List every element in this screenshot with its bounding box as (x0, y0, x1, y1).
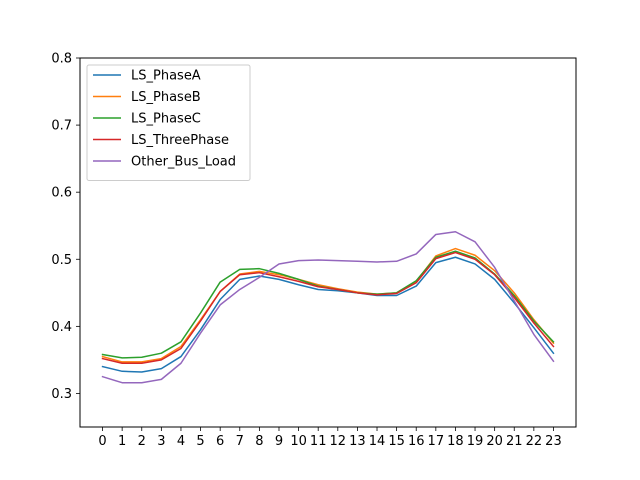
y-tick-label: 0.8 (51, 52, 72, 67)
x-tick-label: 22 (526, 434, 543, 449)
x-tick-label: 12 (330, 434, 347, 449)
y-axis: 0.3 0.4 0.5 0.6 0.7 0.8 (51, 52, 80, 402)
x-tick-label: 3 (157, 434, 165, 449)
legend-item: LS_ThreePhase (93, 133, 229, 148)
x-tick-label: 11 (310, 434, 327, 449)
x-tick-label: 4 (177, 434, 185, 449)
legend-label: LS_ThreePhase (131, 133, 229, 148)
plot-frame (79, 57, 577, 428)
x-tick-label: 10 (290, 434, 307, 449)
series-line-ls-threephase (101, 251, 555, 365)
x-tick-label: 16 (408, 434, 425, 449)
x-tick-label: 18 (447, 434, 464, 449)
legend-item: LS_PhaseC (93, 112, 201, 127)
legend-item: LS_PhaseB (93, 90, 201, 105)
x-tick-label: 19 (467, 434, 484, 449)
legend: LS_PhaseA LS_PhaseB LS_PhaseC LS_ThreePhase… (86, 64, 251, 181)
x-tick-label: 21 (506, 434, 523, 449)
series-layer (101, 231, 555, 384)
x-tick-label: 5 (196, 434, 204, 449)
legend-label: LS_PhaseB (131, 90, 201, 105)
x-tick-label: 0 (98, 434, 106, 449)
x-tick-label: 8 (255, 434, 263, 449)
y-tick-label: 0.7 (51, 119, 72, 134)
x-tick-label: 20 (486, 434, 503, 449)
x-tick-label: 7 (236, 434, 244, 449)
y-tick-label: 0.4 (51, 320, 72, 335)
x-tick-label: 23 (545, 434, 562, 449)
legend-box (86, 64, 251, 181)
x-tick-label: 9 (275, 434, 283, 449)
series-line-other-bus-load (101, 231, 555, 384)
x-tick-label: 13 (349, 434, 366, 449)
series-line-ls-phasea (101, 256, 555, 373)
legend-label: LS_PhaseC (131, 112, 201, 127)
x-tick-label: 14 (369, 434, 386, 449)
x-tick-label: 2 (138, 434, 146, 449)
legend-label: Other_Bus_Load (131, 155, 236, 170)
x-tick-label: 6 (216, 434, 224, 449)
legend-label: LS_PhaseA (131, 69, 201, 84)
y-tick-label: 0.5 (51, 253, 72, 268)
x-tick-label: 15 (388, 434, 405, 449)
x-tick-label: 1 (118, 434, 126, 449)
y-tick-label: 0.6 (51, 186, 72, 201)
series-line-ls-phaseb (101, 247, 555, 363)
x-axis: 0 1 2 3 4 5 6 7 8 9 10 11 12 13 14 15 16 17 18 19 20 21 22 23 (98, 427, 562, 449)
y-tick-label: 0.3 (51, 387, 72, 402)
x-tick-label: 17 (428, 434, 445, 449)
legend-item: LS_PhaseA (93, 69, 201, 84)
legend-item: Other_Bus_Load (93, 155, 236, 170)
